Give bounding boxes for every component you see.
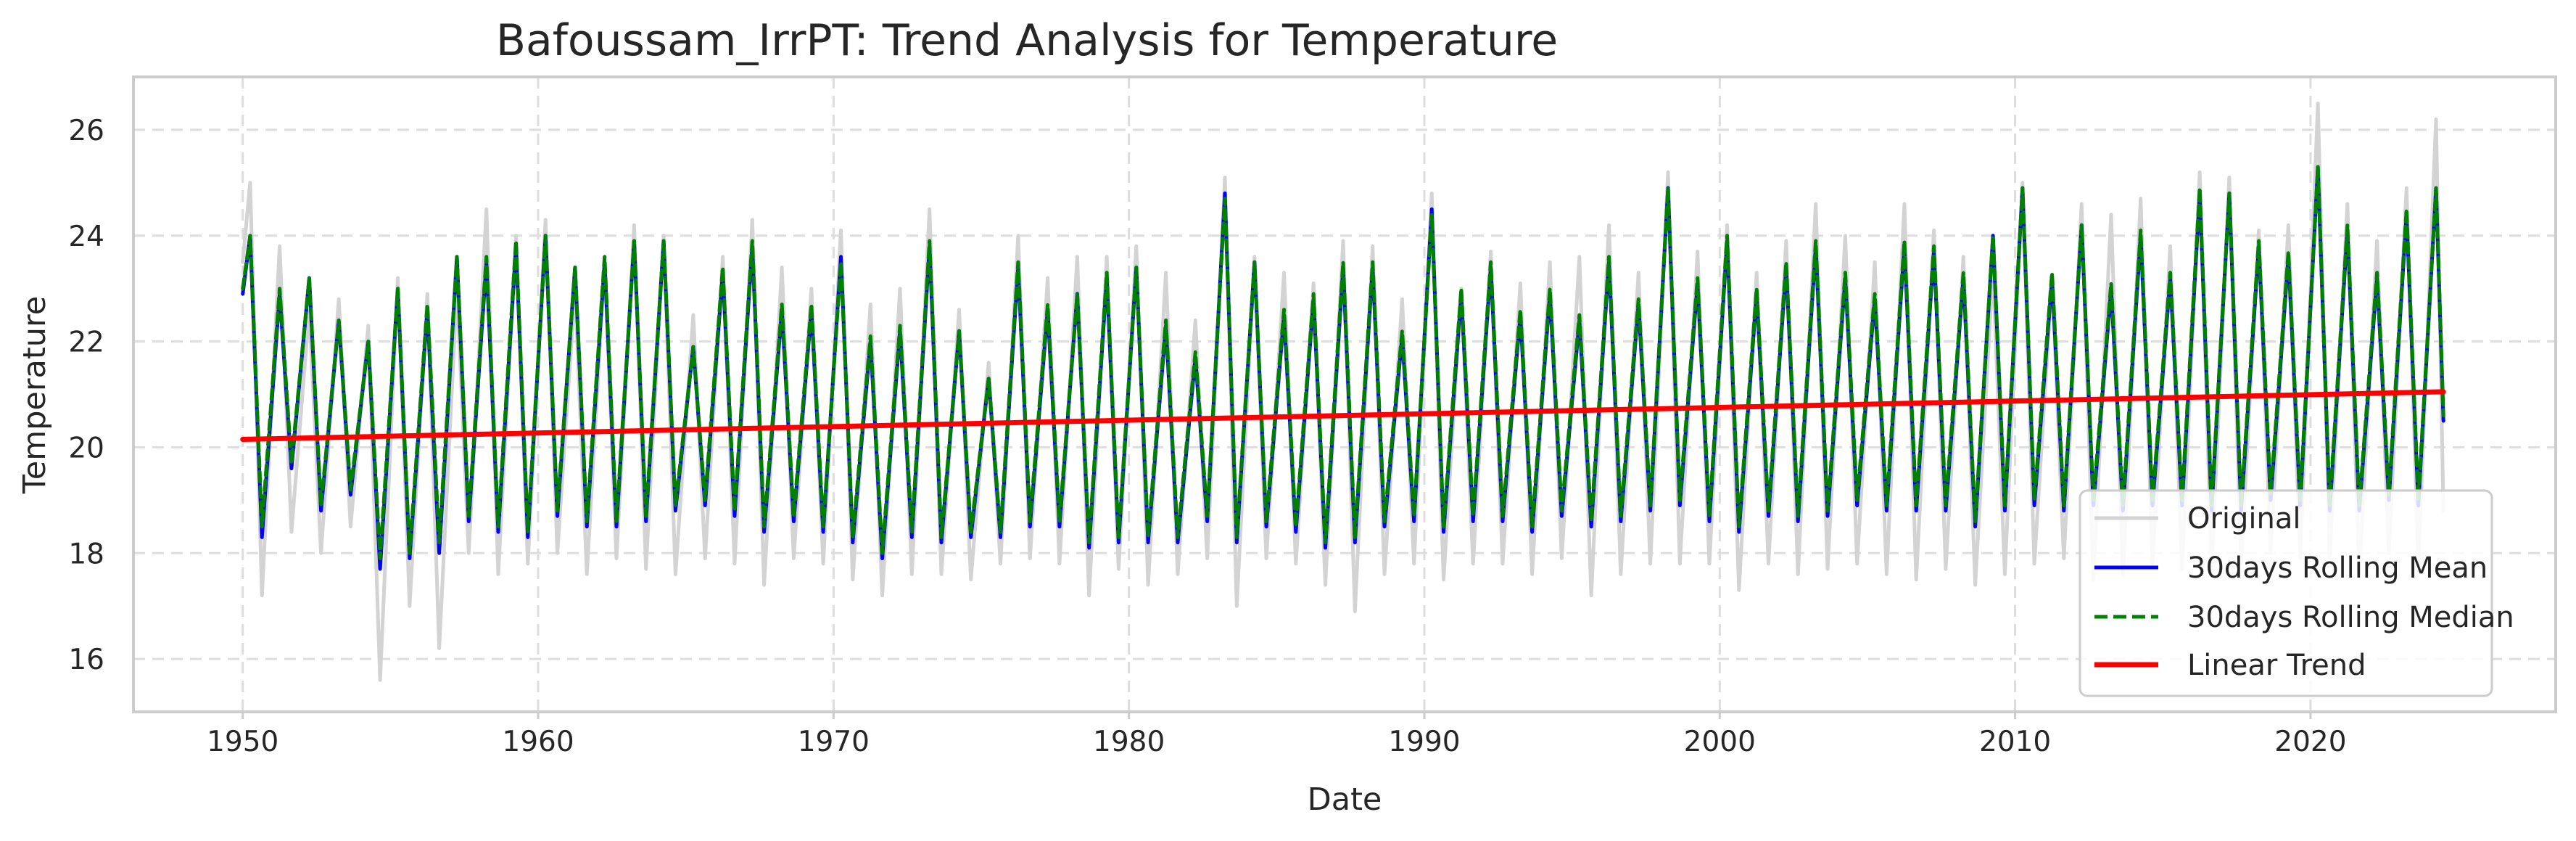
- legend-box: [2078, 489, 2493, 697]
- chart-title: Bafoussam_IrrPT: Trend Analysis for Temp…: [496, 15, 1558, 66]
- x-tick-label: 1960: [502, 726, 574, 758]
- series-layer: [240, 102, 2446, 682]
- x-tick-label: 1980: [1093, 726, 1165, 758]
- y-tick-label: 20: [68, 432, 104, 464]
- legend-label-rolling-mean: 30days Rolling Mean: [2187, 551, 2488, 585]
- legend-label-rolling-median: 30days Rolling Median: [2187, 601, 2514, 634]
- legend: Original 30days Rolling Mean 30days Roll…: [2078, 489, 2514, 697]
- x-tick-label: 2020: [2274, 726, 2346, 758]
- plot-frame: [132, 75, 2557, 713]
- series-line-rolling-median: [241, 165, 2445, 560]
- x-tick-label: 1990: [1388, 726, 1460, 758]
- tick-layer: 1950 1960 1970 1980 1990 2000 2010 2020 16 18 20 22…: [68, 115, 2346, 758]
- y-tick-label: 18: [68, 538, 104, 570]
- y-tick-label: 24: [68, 221, 104, 253]
- x-axis-label: Date: [1308, 781, 1382, 818]
- x-tick-label: 2010: [1979, 726, 2051, 758]
- legend-label-linear-trend: Linear Trend: [2187, 649, 2366, 682]
- y-tick-label: 26: [68, 115, 104, 147]
- y-axis-label: Temperature: [17, 296, 53, 494]
- y-tick-label: 22: [68, 327, 104, 359]
- x-tick-label: 1950: [207, 726, 278, 758]
- x-tick-label: 2000: [1684, 726, 1756, 758]
- y-tick-label: 16: [68, 644, 104, 676]
- x-tick-label: 1970: [798, 726, 870, 758]
- legend-label-original: Original: [2187, 502, 2301, 536]
- series-line-linear-trend: [240, 389, 2446, 442]
